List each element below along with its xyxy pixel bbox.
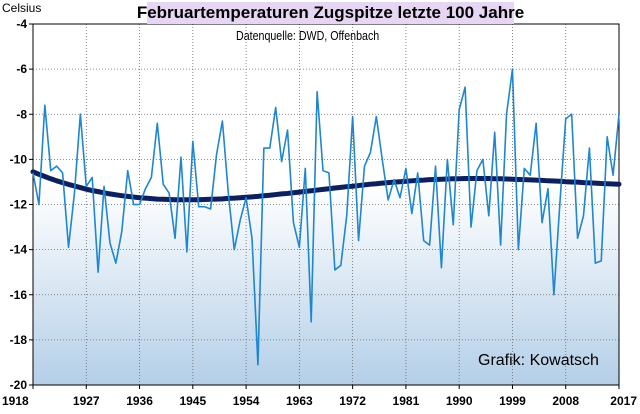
x-tick-label: 1936 <box>126 394 153 408</box>
y-tick-label: -18 <box>10 333 28 347</box>
x-tick-label: 1954 <box>233 394 260 408</box>
x-tick-label: 1945 <box>179 394 206 408</box>
x-tick-label: 1981 <box>393 394 420 408</box>
x-tick-label: 2017 <box>610 394 637 408</box>
y-tick-label: -16 <box>10 288 28 302</box>
trend-line <box>30 169 622 203</box>
y-tick-label: -14 <box>10 243 28 257</box>
y-axis: -4 -6 -8 -10 -12 -14 -16 -18 -20 <box>10 17 33 392</box>
y-tick-label: -12 <box>10 198 28 212</box>
y-tick-label: -6 <box>16 62 27 76</box>
x-tick-label: 1999 <box>499 394 526 408</box>
chart-subtitle: Datenquelle: DWD, Offenbach <box>236 28 380 43</box>
temperature-line <box>32 68 620 366</box>
chart-title: Februartemperaturen Zugspitze letzte 100… <box>136 2 525 24</box>
x-tick-label: 1918 <box>2 394 29 408</box>
y-tick-label: -8 <box>16 107 27 121</box>
x-tick-label: 2008 <box>552 394 579 408</box>
y-tick-label: -4 <box>16 17 27 31</box>
y-axis-label: Celsius <box>2 1 42 15</box>
x-tick-label: 1972 <box>339 394 366 408</box>
x-tick-label: 1963 <box>286 394 313 408</box>
y-tick-label: -20 <box>10 378 28 392</box>
y-tick-label: -10 <box>10 152 28 166</box>
x-tick-label: 1990 <box>446 394 473 408</box>
x-tick-label: 1927 <box>73 394 100 408</box>
x-axis: 1918 1927 1936 1945 1954 1963 1972 1981 1990 1999… <box>2 385 637 408</box>
credit-label: Grafik: Kowatsch <box>478 352 599 369</box>
